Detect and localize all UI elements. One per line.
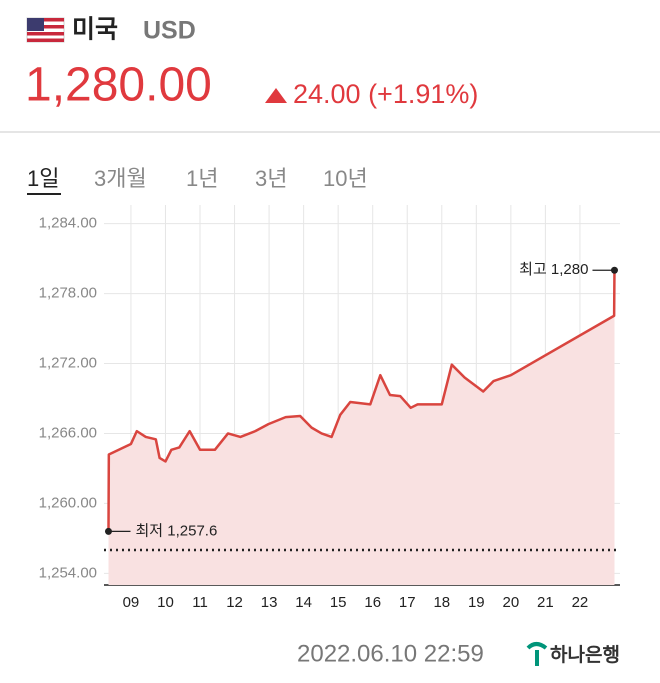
x-tick-label: 15 [330,594,347,611]
annotation-dot [104,527,112,535]
x-tick-label: 19 [468,594,485,611]
x-tick-label: 20 [503,594,520,611]
tab[interactable]: 3년 [255,166,287,191]
up-arrow [265,88,287,103]
us-flag [26,17,65,43]
currency: USD [143,17,196,45]
tab[interactable]: 1년 [186,166,218,191]
tab[interactable]: 3개월 [94,166,147,191]
y-tick-label: 1,284.00 [39,215,97,232]
annotation-label: 최저 1,257.6 [135,522,217,539]
y-tick-label: 1,260.00 [39,494,97,511]
x-tick-label: 17 [399,594,416,611]
x-tick-label: 18 [433,594,450,611]
y-tick-label: 1,254.00 [39,564,97,581]
x-tick-label: 21 [537,594,554,611]
timestamp: 2022.06.10 22:59 [297,640,484,667]
change: 24.00 (+1.91%) [293,79,478,109]
x-tick-label: 16 [364,594,381,611]
annotation-dot [610,266,618,274]
tab-active[interactable]: 1일 [27,166,59,191]
tab[interactable]: 10년 [323,166,368,191]
annotation-label: 최고 1,280 [519,261,588,278]
area-fill [108,270,615,585]
x-tick-label: 13 [261,594,278,611]
country: 미국 [72,16,118,44]
chart: 1,254.00 1,260.00 1,266.00 1,272.00 1,278.00… [39,205,620,611]
x-tick-label: 14 [295,594,312,611]
price: 1,280.00 [25,59,212,112]
x-tick-label: 10 [157,594,174,611]
x-tick-label: 22 [572,594,589,611]
bank-name: 하나은행 [550,644,620,666]
y-tick-label: 1,266.00 [39,424,97,441]
price-line [107,270,616,532]
x-tick-label: 12 [226,594,243,611]
y-tick-label: 1,278.00 [39,285,97,302]
x-tick-label: 11 [192,594,208,611]
x-tick-label: 09 [123,594,140,611]
bank-logo [526,642,548,666]
y-tick-label: 1,272.00 [39,354,97,371]
